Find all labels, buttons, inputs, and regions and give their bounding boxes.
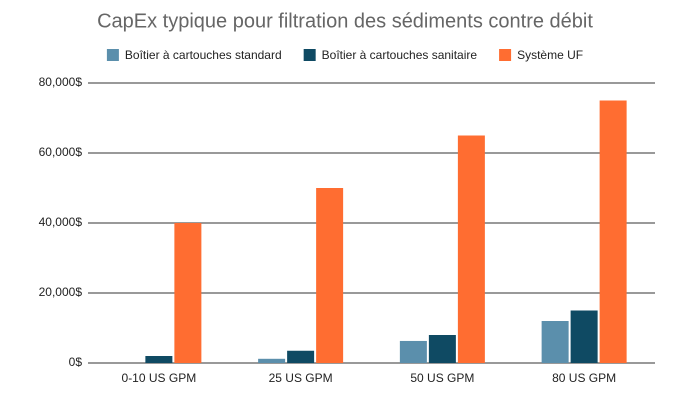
bar xyxy=(287,350,315,363)
bar xyxy=(145,356,173,363)
bar xyxy=(457,135,485,363)
bar xyxy=(258,358,286,363)
y-tick-label: 40,000$ xyxy=(39,215,83,229)
legend-label: Système UF xyxy=(517,48,583,62)
bar xyxy=(541,321,569,363)
bar xyxy=(570,310,598,363)
y-tick-label: 80,000$ xyxy=(39,75,83,89)
y-tick-label: 60,000$ xyxy=(39,145,83,159)
bar xyxy=(399,340,427,363)
chart-title: CapEx typique pour filtration des sédime… xyxy=(97,10,593,32)
legend-swatch xyxy=(303,49,316,61)
legend-label: Boîtier à cartouches sanitaire xyxy=(322,48,478,62)
x-tick-label: 25 US GPM xyxy=(269,371,333,385)
y-tick-label: 20,000$ xyxy=(39,285,83,299)
legend-label: Boîtier à cartouches standard xyxy=(125,48,282,62)
bar xyxy=(174,223,202,363)
y-tick-label: 0$ xyxy=(69,355,83,369)
x-tick-label: 0-10 US GPM xyxy=(122,371,197,385)
bar xyxy=(599,100,627,363)
bar xyxy=(316,188,344,363)
x-tick-label: 50 US GPM xyxy=(410,371,474,385)
x-tick-label: 80 US GPM xyxy=(552,371,616,385)
legend-swatch xyxy=(499,49,512,61)
legend-swatch xyxy=(106,49,119,61)
bar xyxy=(428,335,456,363)
